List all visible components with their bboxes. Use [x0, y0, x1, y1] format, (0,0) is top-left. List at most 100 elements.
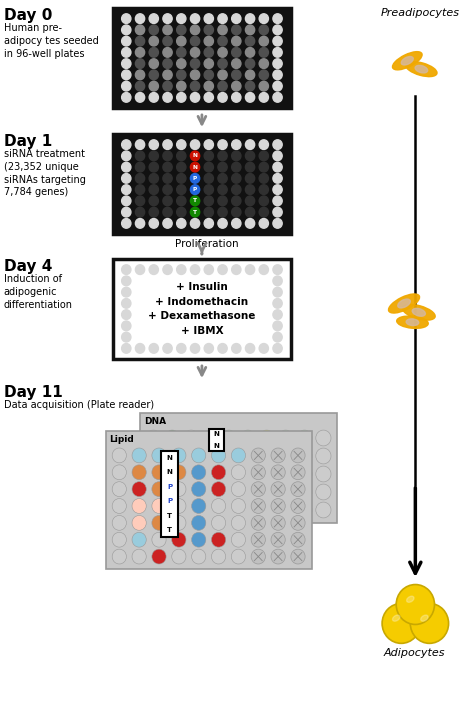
Circle shape	[172, 532, 186, 547]
Circle shape	[297, 466, 312, 482]
Circle shape	[259, 448, 274, 464]
Circle shape	[246, 185, 255, 195]
Circle shape	[273, 151, 282, 160]
Circle shape	[183, 430, 199, 446]
Circle shape	[259, 59, 268, 68]
Text: Day 11: Day 11	[4, 385, 63, 400]
Circle shape	[259, 14, 268, 23]
Circle shape	[163, 208, 172, 217]
Circle shape	[204, 25, 213, 35]
Circle shape	[251, 482, 265, 497]
Circle shape	[259, 174, 268, 183]
Circle shape	[297, 502, 312, 518]
Circle shape	[191, 174, 200, 183]
Circle shape	[191, 92, 200, 102]
Circle shape	[316, 430, 331, 446]
Text: Human pre-
adipocy tes seeded
in 96-well plates: Human pre- adipocy tes seeded in 96-well…	[4, 23, 99, 59]
Circle shape	[246, 196, 255, 205]
Circle shape	[202, 502, 218, 518]
Circle shape	[232, 92, 241, 102]
Circle shape	[122, 298, 131, 309]
Circle shape	[221, 484, 237, 500]
Circle shape	[136, 265, 145, 274]
Circle shape	[191, 465, 206, 480]
Ellipse shape	[389, 294, 419, 313]
Circle shape	[218, 81, 227, 91]
Circle shape	[163, 14, 172, 23]
Circle shape	[297, 430, 312, 446]
Circle shape	[163, 265, 172, 274]
Circle shape	[177, 59, 186, 68]
Circle shape	[204, 265, 213, 274]
Circle shape	[146, 430, 161, 446]
Circle shape	[163, 70, 172, 80]
Circle shape	[152, 515, 166, 530]
Circle shape	[232, 36, 241, 46]
Circle shape	[231, 465, 246, 480]
Circle shape	[211, 515, 226, 530]
Circle shape	[218, 208, 227, 217]
Circle shape	[232, 70, 241, 80]
Circle shape	[146, 466, 161, 482]
Circle shape	[191, 81, 200, 91]
Circle shape	[204, 36, 213, 46]
Circle shape	[122, 47, 131, 57]
Circle shape	[146, 448, 161, 464]
Circle shape	[191, 549, 206, 564]
Circle shape	[136, 140, 145, 150]
Circle shape	[202, 484, 218, 500]
Circle shape	[149, 25, 158, 35]
Circle shape	[259, 140, 268, 150]
Circle shape	[211, 499, 226, 513]
Text: P: P	[167, 484, 173, 490]
Circle shape	[191, 343, 200, 354]
Circle shape	[204, 47, 213, 57]
Circle shape	[232, 81, 241, 91]
Circle shape	[136, 196, 145, 205]
Circle shape	[191, 47, 200, 57]
Circle shape	[246, 36, 255, 46]
Circle shape	[273, 36, 282, 46]
Ellipse shape	[415, 65, 428, 73]
Circle shape	[122, 343, 131, 354]
Circle shape	[278, 484, 293, 500]
Circle shape	[259, 151, 268, 160]
Circle shape	[273, 265, 282, 274]
Circle shape	[221, 502, 237, 518]
Circle shape	[204, 59, 213, 68]
Circle shape	[232, 265, 241, 274]
Text: P: P	[193, 176, 197, 181]
Circle shape	[246, 140, 255, 150]
Circle shape	[122, 163, 131, 172]
Text: Preadipocytes: Preadipocytes	[381, 8, 460, 18]
Circle shape	[177, 151, 186, 160]
Circle shape	[149, 59, 158, 68]
Circle shape	[291, 532, 305, 547]
Circle shape	[273, 276, 282, 286]
Circle shape	[177, 343, 186, 354]
Circle shape	[316, 448, 331, 464]
Text: T: T	[193, 198, 197, 203]
Circle shape	[122, 219, 131, 228]
Circle shape	[251, 532, 265, 547]
Circle shape	[240, 466, 255, 482]
Circle shape	[278, 430, 293, 446]
Circle shape	[278, 502, 293, 518]
Circle shape	[232, 208, 241, 217]
Circle shape	[297, 448, 312, 464]
Circle shape	[122, 310, 131, 319]
Circle shape	[259, 484, 274, 500]
Circle shape	[163, 174, 172, 183]
Circle shape	[271, 549, 285, 564]
Text: N: N	[167, 470, 173, 476]
Circle shape	[271, 499, 285, 513]
Circle shape	[172, 482, 186, 497]
Ellipse shape	[392, 52, 422, 70]
Circle shape	[218, 70, 227, 80]
Circle shape	[149, 70, 158, 80]
Circle shape	[246, 81, 255, 91]
Circle shape	[232, 196, 241, 205]
Circle shape	[232, 140, 241, 150]
Circle shape	[146, 502, 161, 518]
Circle shape	[177, 70, 186, 80]
